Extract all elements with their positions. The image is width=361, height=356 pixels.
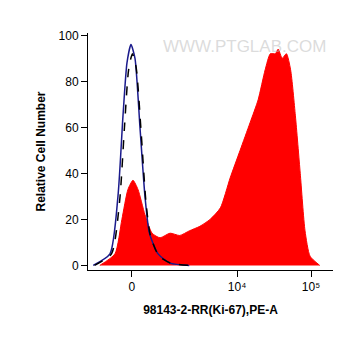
svg-text:WWW.PTGLAB.COM: WWW.PTGLAB.COM	[163, 37, 326, 56]
svg-text:80: 80	[65, 75, 79, 89]
svg-text:10⁵: 10⁵	[302, 280, 320, 294]
svg-text:0: 0	[72, 259, 79, 273]
svg-text:Relative Cell Number: Relative Cell Number	[34, 91, 48, 211]
svg-text:20: 20	[65, 213, 79, 227]
svg-text:60: 60	[65, 121, 79, 135]
svg-text:98143-2-RR(Ki-67),PE-A: 98143-2-RR(Ki-67),PE-A	[143, 303, 278, 317]
svg-text:100: 100	[59, 29, 79, 43]
svg-text:0: 0	[129, 280, 136, 294]
svg-text:40: 40	[65, 167, 79, 181]
svg-text:10⁴: 10⁴	[228, 280, 247, 294]
